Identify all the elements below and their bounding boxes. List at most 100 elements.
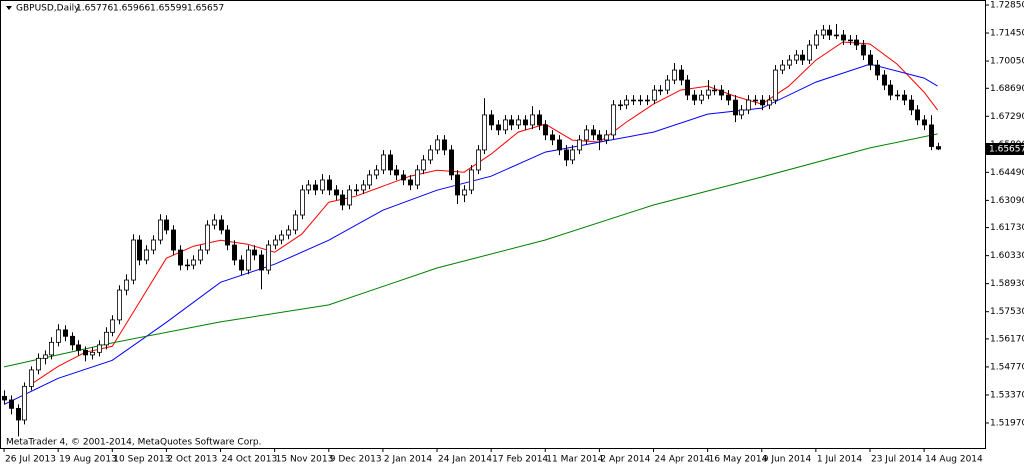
candle-body [503, 119, 508, 131]
candle-body [719, 89, 724, 96]
y-tick-label: 1.68690 [990, 84, 1024, 94]
candle-body [469, 169, 474, 191]
candle-body [922, 119, 927, 126]
candle-body [63, 329, 68, 337]
candle-body [929, 124, 934, 147]
candle-body [489, 114, 494, 126]
candle-body [239, 259, 244, 271]
candle-body [604, 134, 609, 141]
candle-body [591, 129, 596, 136]
candle-body [131, 239, 136, 281]
candle-body [746, 99, 751, 111]
candle-body [557, 139, 562, 151]
candle-body [631, 99, 636, 102]
candle-body [320, 179, 325, 191]
candle-body [570, 149, 575, 161]
candle-body [110, 319, 115, 333]
candle-body [787, 59, 792, 66]
chart-header: GBPUSD,Daily 1.65776 1.65966 1.65599 1.6… [16, 4, 224, 14]
candle-body [354, 189, 359, 192]
candle-body [915, 109, 920, 121]
x-tick-label: 23 Jul 2014 [871, 455, 922, 465]
candle-body [49, 341, 54, 356]
candle-body [712, 89, 717, 92]
candle-body [455, 174, 460, 196]
low-value: 1.65599 [150, 4, 187, 14]
candle-body [597, 134, 602, 141]
candle-body [164, 219, 169, 231]
candle-body [259, 254, 264, 271]
y-tick-label: 1.53370 [990, 390, 1024, 400]
candle-body [205, 224, 210, 251]
candle-body [854, 39, 859, 46]
candle-body [306, 184, 311, 191]
candle-body [523, 119, 528, 126]
candle-body [9, 399, 14, 409]
candle-body [645, 99, 650, 102]
candle-body [726, 94, 731, 101]
candle-body [530, 114, 535, 126]
current-price-box [986, 142, 1024, 155]
candle-body [624, 99, 629, 106]
candle-body [415, 169, 420, 186]
candle-body [151, 239, 156, 251]
candle-body [273, 239, 278, 246]
candle-body [16, 407, 21, 421]
x-tick-label: 14 Aug 2014 [925, 455, 983, 465]
footer: MetaTrader 4, © 2001-2014, MetaQuotes So… [6, 438, 262, 448]
x-tick-label: 24 Apr 2014 [655, 455, 711, 465]
y-tick-label: 1.51970 [990, 418, 1024, 428]
x-tick-label: 2 Apr 2014 [600, 455, 650, 465]
candle-body [279, 234, 284, 241]
candle-body [421, 159, 426, 171]
candle-body [861, 44, 866, 56]
candle-body [56, 329, 61, 343]
candle-body [408, 179, 413, 186]
close-value: 1.65657 [187, 4, 224, 14]
moving-average [3, 63, 938, 405]
candle-body [232, 244, 237, 261]
candle-body [124, 279, 129, 291]
candle-body [198, 249, 203, 261]
candle-body [2, 395, 7, 401]
moving-average [30, 41, 938, 385]
menu-arrow[interactable] [6, 6, 12, 10]
candle-body [117, 289, 122, 321]
y-tick-label: 1.60330 [990, 251, 1024, 261]
candle-body [286, 229, 291, 236]
y-tick-label: 1.70050 [990, 57, 1024, 67]
x-tick-label: 2 Jan 2014 [384, 455, 432, 465]
candle-body [699, 94, 704, 101]
y-tick-label: 1.54770 [990, 362, 1024, 372]
candle-body [476, 149, 481, 171]
candle-body [577, 139, 582, 151]
x-tick-label: 24 Oct 2013 [222, 455, 278, 465]
y-tick-label: 1.56170 [990, 334, 1024, 344]
candle-body [848, 39, 853, 42]
candle-body [428, 149, 433, 161]
candle-body [225, 229, 230, 246]
candle-body [300, 189, 305, 216]
candle-body [97, 344, 102, 353]
y-tick-label: 1.57530 [990, 307, 1024, 317]
candle-body [516, 119, 521, 126]
candle-body [293, 214, 298, 231]
candle-body [706, 89, 711, 96]
candle-body [449, 149, 454, 176]
candle-body [178, 249, 183, 266]
x-tick-label: 11 Mar 2014 [546, 455, 603, 465]
candle-body [462, 189, 467, 196]
candle-body [936, 146, 941, 150]
candle-body [442, 139, 447, 151]
moving-average [3, 133, 938, 368]
candle-body [219, 219, 224, 231]
candle-body [773, 69, 778, 101]
candle-body [584, 129, 589, 141]
y-tick-label: 1.64490 [990, 168, 1024, 178]
current-price-label: 1.65657 [989, 144, 1024, 154]
candle-body [394, 169, 399, 176]
y-tick-label: 1.61730 [990, 223, 1024, 233]
candle-body [22, 385, 27, 421]
candle-body [543, 124, 548, 136]
candle-body [191, 259, 196, 266]
